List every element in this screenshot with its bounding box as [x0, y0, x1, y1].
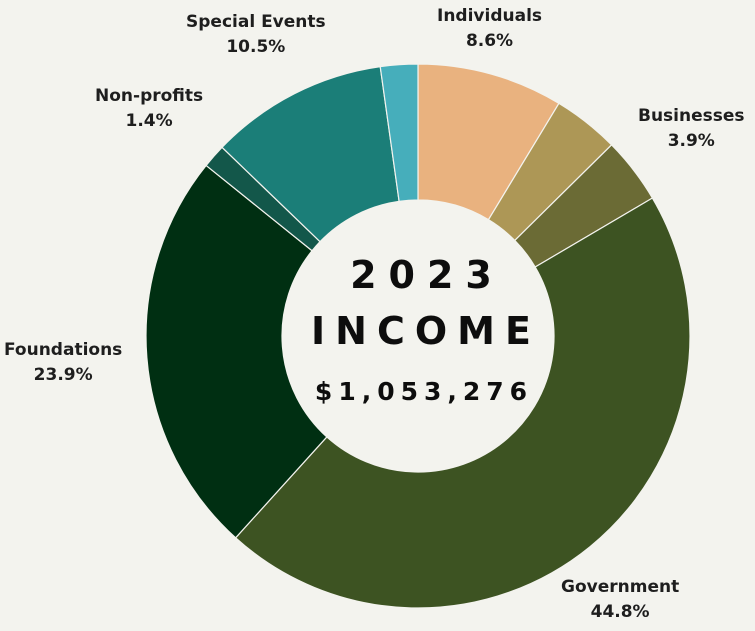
- label-individuals-name: Individuals: [437, 6, 543, 26]
- donut-hole: [282, 200, 554, 472]
- label-government: Government 44.8%: [561, 575, 679, 625]
- label-foundations-pct: 23.9%: [33, 365, 93, 385]
- center-total: $1,053,276: [314, 377, 534, 406]
- label-non-profits: Non-profits 1.4%: [95, 84, 203, 134]
- center-text: 2023 INCOME $1,053,276: [285, 234, 557, 408]
- label-government-pct: 44.8%: [590, 602, 650, 622]
- label-foundations-name: Foundations: [4, 340, 123, 360]
- center-year: 2023: [350, 253, 504, 297]
- center-title: INCOME: [311, 309, 541, 353]
- label-businesses-pct: 3.9%: [667, 131, 715, 151]
- label-foundations: Foundations 23.9%: [4, 338, 122, 388]
- label-non-profits-name: Non-profits: [95, 86, 204, 106]
- label-government-name: Government: [561, 577, 680, 597]
- label-non-profits-pct: 1.4%: [125, 111, 173, 131]
- label-individuals-pct: 8.6%: [465, 31, 514, 51]
- label-businesses: Businesses 3.9%: [638, 104, 745, 154]
- label-special-events-name: Special Events: [186, 12, 326, 32]
- label-special-events: Special Events 10.5%: [186, 10, 326, 60]
- label-individuals: Individuals 8.6%: [437, 4, 542, 54]
- label-businesses-name: Businesses: [638, 106, 745, 126]
- label-special-events-pct: 10.5%: [226, 37, 286, 57]
